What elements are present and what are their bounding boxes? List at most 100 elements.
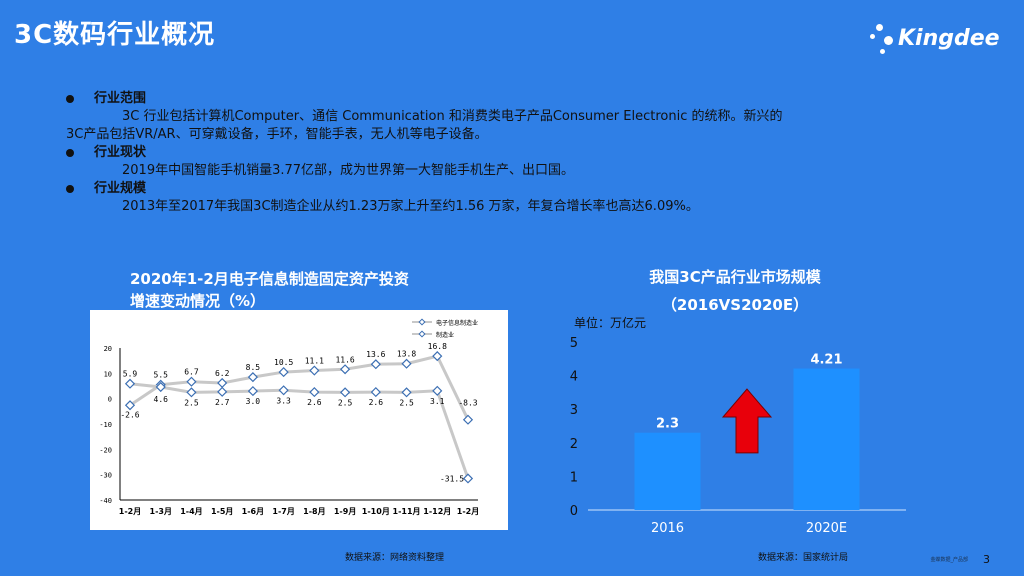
market-size-chart: 我国3C产品行业市场规模 （2016VS2020E） 单位：万亿元 0 1 2 3 4 5… — [560, 262, 910, 542]
chart-title-line1: 2020年1-2月电子信息制造固定资产投资 — [130, 270, 409, 288]
data-point — [278, 385, 289, 396]
source-right: 数据来源：国家统计局 — [758, 553, 849, 563]
data-label: 8.5 — [246, 363, 261, 372]
legend-label: 电子信息制造业 — [436, 319, 478, 327]
legend-marker — [418, 330, 426, 338]
data-point — [339, 364, 351, 375]
bar — [634, 432, 701, 510]
data-label: 10.5 — [274, 358, 293, 367]
y-tick-label: 20 — [104, 345, 112, 353]
x-tick-label: 1-6月 — [242, 507, 264, 516]
data-point — [186, 376, 197, 387]
x-tick-label: 1-12月 — [423, 507, 451, 516]
data-point — [401, 358, 412, 369]
data-point — [217, 386, 228, 397]
bar-value-label: 2.3 — [656, 417, 679, 432]
data-point — [155, 381, 166, 393]
data-label: 2.5 — [184, 398, 199, 407]
data-point — [278, 366, 289, 378]
data-point — [309, 386, 320, 398]
series-line — [129, 382, 470, 479]
y-tick-label: 0 — [570, 504, 578, 519]
data-label: 2.5 — [399, 398, 414, 407]
data-label: 3.3 — [276, 396, 291, 405]
data-label: 5.5 — [154, 371, 169, 380]
y-tick-label: -40 — [99, 497, 112, 505]
y-tick-label: 4 — [570, 370, 578, 385]
y-tick-label: 2 — [570, 437, 578, 452]
bullet-head: 行业规模 — [66, 180, 866, 198]
data-label: 3.1 — [430, 397, 445, 406]
x-tick-label: 1-2月 — [457, 507, 479, 516]
data-point — [309, 365, 320, 376]
kingdee-logo: Kingdee — [870, 22, 1000, 58]
data-label: 13.6 — [366, 350, 385, 359]
data-label: 2.6 — [369, 398, 384, 407]
y-tick-label: -30 — [99, 472, 112, 480]
data-point — [217, 377, 228, 389]
bullet-text: 2019年中国智能手机销量3.77亿部，成为世界第一大智能手机生产、出口国。 — [122, 163, 575, 178]
logo-dot-icon — [884, 36, 893, 45]
data-label: 2.6 — [307, 398, 322, 407]
data-label: 3.0 — [246, 397, 261, 406]
data-label: -2.6 — [120, 410, 139, 419]
chart-subtitle: （2016VS2020E） — [661, 296, 809, 314]
data-label: 6.7 — [184, 368, 199, 377]
data-point — [247, 385, 259, 397]
x-tick-label: 1-10月 — [362, 507, 390, 516]
bullet-head: 行业现状 — [66, 144, 866, 162]
data-label: 11.6 — [335, 355, 354, 364]
x-tick-label: 2016 — [651, 521, 684, 536]
data-point — [462, 414, 474, 425]
bullet-list: 行业范围 3C 行业包括计算机Computer、通信 Communication… — [66, 90, 866, 216]
bar — [793, 368, 860, 510]
y-tick-label: 1 — [570, 470, 578, 485]
data-point — [124, 378, 136, 389]
data-point — [432, 351, 443, 362]
data-label: 13.8 — [397, 350, 416, 359]
data-point — [247, 372, 259, 383]
page-number: 3 — [983, 553, 990, 566]
bullet-text: 3C产品包括VR/AR、可穿戴设备，手环，智能手表，无人机等电子设备。 — [66, 127, 488, 142]
growth-arrow-icon — [721, 388, 773, 454]
x-tick-label: 1-3月 — [150, 507, 172, 516]
y-tick-label: -20 — [99, 446, 112, 454]
data-point — [124, 400, 136, 411]
investment-growth-chart: 2020年1-2月电子信息制造固定资产投资 增速变动情况（%） 20 10 0 -10… — [90, 262, 510, 532]
bar-value-label: 4.21 — [810, 353, 842, 368]
data-label: 4.6 — [154, 395, 169, 404]
y-tick-label: 5 — [570, 336, 578, 351]
logo-dot-icon — [870, 34, 875, 39]
logo-dot-icon — [880, 49, 885, 54]
bar-chart-svg: 0 1 2 3 4 5 2.3 2016 4.21 2020E — [570, 336, 906, 536]
data-label: 2.5 — [338, 398, 353, 407]
data-label: 6.2 — [215, 369, 230, 378]
bullet-text: 3C 行业包括计算机Computer、通信 Communication 和消费类… — [122, 109, 783, 124]
chart-panel: 20 10 0 -10 -20 -30 -40 1-2月 1-3月 1-4月 1-5月 1-6月 1-7… — [90, 310, 508, 530]
y-tick-label: 10 — [104, 370, 112, 378]
x-tick-label: 1-2月 — [119, 507, 141, 516]
x-tick-label: 1-7月 — [272, 507, 294, 516]
line-chart-svg: 20 10 0 -10 -20 -30 -40 1-2月 1-3月 1-4月 1-5月 1-6月 1-7… — [99, 318, 479, 516]
data-label: -8.3 — [458, 399, 477, 408]
x-tick-label: 1-8月 — [303, 507, 325, 516]
data-point — [432, 385, 443, 396]
data-label: 5.9 — [123, 370, 138, 379]
series-line — [129, 354, 470, 421]
source-left: 数据来源：网络资料整理 — [345, 553, 445, 563]
chart-title-line2: 增速变动情况（%） — [130, 292, 266, 310]
logo-text: Kingdee — [898, 26, 1000, 51]
bullet-text: 2013年至2017年我国3C制造企业从约1.23万家上升至约1.56 万家，年… — [122, 199, 699, 214]
data-point — [401, 387, 412, 398]
chart-unit: 单位：万亿元 — [574, 316, 647, 330]
data-point — [186, 387, 197, 398]
y-tick-label: 0 — [108, 396, 112, 404]
y-tick-label: 3 — [570, 403, 578, 418]
chart-title: 我国3C产品行业市场规模 — [649, 268, 821, 286]
legend-marker — [418, 318, 426, 326]
footer-small: 金蝶数据_产品部 — [930, 557, 968, 563]
bullet-head: 行业范围 — [66, 90, 866, 108]
data-point — [339, 387, 351, 398]
x-tick-label: 1-4月 — [180, 507, 202, 516]
x-tick-label: 2020E — [806, 521, 847, 536]
